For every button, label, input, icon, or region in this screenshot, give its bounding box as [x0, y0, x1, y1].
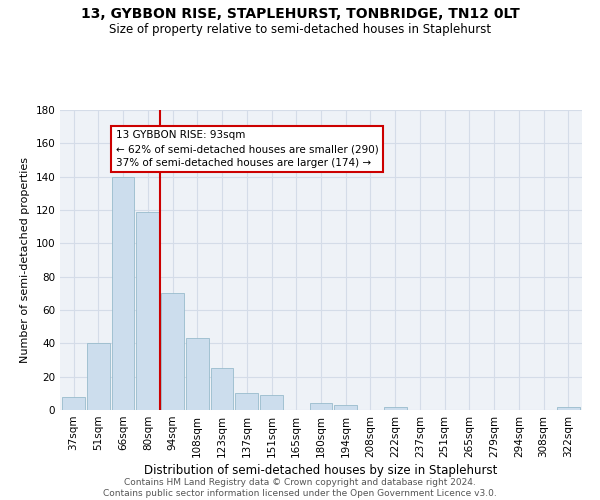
Bar: [87, 344, 110, 410]
Bar: [334, 405, 357, 410]
Bar: [260, 395, 283, 410]
Y-axis label: Number of semi-detached properties: Number of semi-detached properties: [20, 157, 30, 363]
Bar: [557, 406, 580, 410]
Bar: [62, 396, 85, 410]
Bar: [161, 294, 184, 410]
Text: 13, GYBBON RISE, STAPLEHURST, TONBRIDGE, TN12 0LT: 13, GYBBON RISE, STAPLEHURST, TONBRIDGE,…: [80, 8, 520, 22]
Bar: [211, 368, 233, 410]
Bar: [136, 212, 159, 410]
Bar: [112, 176, 134, 410]
Bar: [310, 404, 332, 410]
Bar: [186, 338, 209, 410]
X-axis label: Distribution of semi-detached houses by size in Staplehurst: Distribution of semi-detached houses by …: [145, 464, 497, 477]
Bar: [384, 406, 407, 410]
Text: Contains HM Land Registry data © Crown copyright and database right 2024.
Contai: Contains HM Land Registry data © Crown c…: [103, 478, 497, 498]
Text: 13 GYBBON RISE: 93sqm
← 62% of semi-detached houses are smaller (290)
37% of sem: 13 GYBBON RISE: 93sqm ← 62% of semi-deta…: [116, 130, 379, 168]
Text: Size of property relative to semi-detached houses in Staplehurst: Size of property relative to semi-detach…: [109, 22, 491, 36]
Bar: [235, 394, 258, 410]
